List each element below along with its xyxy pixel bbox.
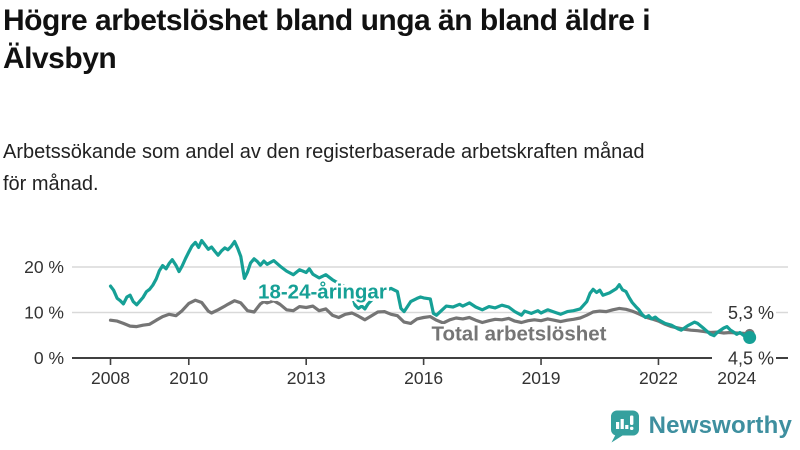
bubble-shape	[610, 410, 639, 442]
x-tick-label-2008: 2008	[91, 368, 130, 388]
newsworthy-wordmark: Newsworthy	[648, 412, 792, 439]
series-end-dot-18-24-åringar	[743, 331, 757, 345]
end-value-label-0: 5,3 %	[728, 303, 774, 323]
x-tick-label-2024: 2024	[717, 368, 756, 388]
page-title-line-2: Älvsbyn	[3, 42, 117, 75]
series-line-18-24-åringar	[108, 239, 752, 340]
newsworthy-logo: Newsworthy	[609, 408, 792, 444]
y-tick-label-0: 0 %	[34, 348, 64, 368]
end-value-label-1: 4,5 %	[728, 349, 774, 369]
x-tick-label-2022: 2022	[639, 368, 678, 388]
bar-3	[624, 424, 629, 429]
x-tick-label-2016: 2016	[404, 368, 443, 388]
exclamation-stem	[629, 415, 634, 425]
page-title-line-1: Högre arbetslöshet bland unga än bland ä…	[3, 4, 651, 37]
end-label-bg-1	[712, 347, 776, 369]
series-label-18-24-åringar: 18-24-åringar	[258, 281, 387, 304]
x-tick-label-2019: 2019	[522, 368, 561, 388]
x-tick-label-2010: 2010	[169, 368, 208, 388]
exclamation-dot	[629, 426, 634, 430]
page-subtitle-line-2: för månad.	[3, 173, 99, 195]
newsworthy-bubble-icon	[610, 410, 639, 442]
x-tick-label-2013: 2013	[287, 368, 326, 388]
page-title: Högre arbetslöshet bland unga än bland ä…	[3, 2, 797, 78]
end-label-bg-0	[712, 301, 776, 324]
bar-2	[620, 418, 624, 429]
page-subtitle-line-1: Arbetssökande som andel av den registerb…	[3, 141, 645, 163]
series-label-Total arbetslöshet: Total arbetslöshet	[431, 322, 606, 345]
y-tick-label-10: 10 %	[24, 303, 64, 323]
page-subtitle: Arbetssökande som andel av den registerb…	[3, 136, 797, 200]
bar-1	[615, 421, 619, 429]
y-tick-label-20: 20 %	[24, 257, 64, 277]
